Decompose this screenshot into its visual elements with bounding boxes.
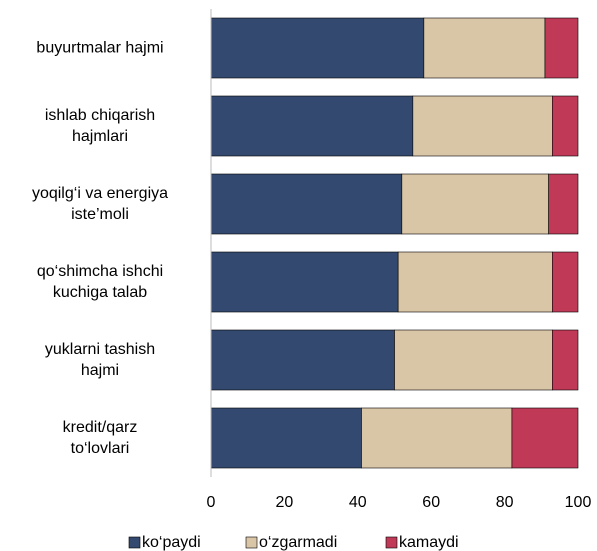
bar-segment (548, 173, 579, 235)
y-tick-label: yoqilg‘i va energiya iste’moli (31, 185, 169, 223)
legend-swatch (128, 536, 141, 549)
bar-segment (397, 251, 553, 313)
bar-segment (210, 329, 395, 391)
bar-segment (423, 17, 546, 79)
y-tick-label: kredit/qarz to‘lovlari (62, 419, 138, 457)
y-tick-label: ishlab chiqarish hajmlari (44, 107, 156, 145)
bar-segment (210, 17, 425, 79)
x-tick-label: 60 (422, 494, 440, 511)
x-tick-label: 20 (276, 494, 294, 511)
bar-segment (361, 407, 513, 469)
legend-label: ko‘paydi (142, 534, 201, 551)
legend-label: o‘zgarmadi (259, 534, 337, 551)
y-tick-label: qo‘shimcha ishchi kuchiga talab (36, 263, 164, 301)
x-tick-label: 100 (565, 494, 592, 511)
bar-segment (511, 407, 579, 469)
bar-segment (210, 173, 403, 235)
bar-segment (394, 329, 553, 391)
bar-segment (412, 95, 553, 157)
x-tick-label: 0 (207, 494, 216, 511)
bar-segment (401, 173, 549, 235)
bar-segment (210, 251, 399, 313)
bar-segment (552, 95, 579, 157)
bar-segment (544, 17, 579, 79)
bar-segment (552, 251, 579, 313)
x-tick-label: 40 (349, 494, 367, 511)
bar-segment (210, 407, 362, 469)
legend-swatch (385, 536, 398, 549)
legend-label: kamaydi (399, 534, 459, 551)
bar-segment (552, 329, 579, 391)
y-tick-label: yuklarni tashish hajmi (44, 341, 156, 379)
bar-segment (210, 95, 414, 157)
y-tick-label: buyurtmalar hajmi (36, 39, 164, 57)
legend-swatch (245, 536, 258, 549)
x-tick-label: 80 (496, 494, 514, 511)
